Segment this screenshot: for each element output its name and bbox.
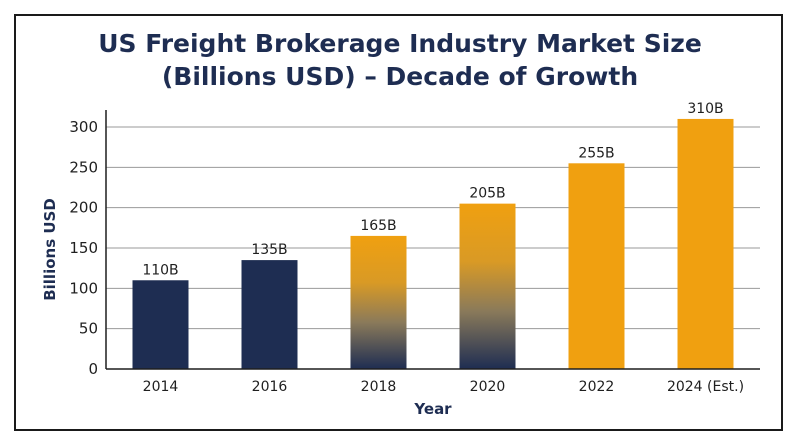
data-label: 205B	[469, 186, 505, 202]
x-tick-label: 2022	[579, 379, 615, 395]
x-axis-title: Year	[413, 400, 452, 418]
data-label: 255B	[578, 145, 614, 161]
y-tick-label: 150	[69, 239, 98, 257]
x-tick-labels: 2014 2016 2018 2020 2022 2024 (Est.)	[143, 379, 744, 395]
bar-2018	[350, 235, 407, 369]
y-tick-label: 100	[69, 279, 98, 297]
x-tick-label: 2016	[252, 379, 288, 395]
bars	[132, 118, 734, 369]
data-label: 165B	[360, 218, 396, 234]
y-tick-label: 50	[79, 320, 98, 338]
x-tick-label: 2018	[361, 379, 397, 395]
chart-title-line-2: (Billions USD) – Decade of Growth	[161, 62, 639, 91]
y-tick-label: 200	[69, 199, 98, 217]
y-tick-labels: 0 50 100 150 200 250 300	[69, 118, 98, 378]
y-tick-label: 300	[69, 118, 98, 136]
data-label: 135B	[251, 242, 287, 258]
bar-2024-est	[677, 118, 734, 369]
bar-2020	[459, 203, 516, 369]
gridlines	[106, 126, 760, 330]
bar-2022	[568, 163, 625, 369]
x-tick-label: 2020	[470, 379, 506, 395]
x-tick-label: 2014	[143, 379, 179, 395]
bar-2014	[132, 280, 189, 369]
data-label: 110B	[142, 262, 178, 278]
y-tick-label: 0	[88, 360, 98, 378]
y-tick-label: 250	[69, 158, 98, 176]
chart-title-line-1: US Freight Brokerage Industry Market Siz…	[98, 29, 702, 58]
x-tick-label: 2024 (Est.)	[667, 379, 744, 395]
data-labels: 110B 135B 165B 205B 255B 310B	[142, 101, 723, 278]
y-axis-title: Billions USD	[41, 198, 59, 301]
bar-2016	[241, 260, 298, 369]
data-label: 310B	[687, 101, 723, 117]
